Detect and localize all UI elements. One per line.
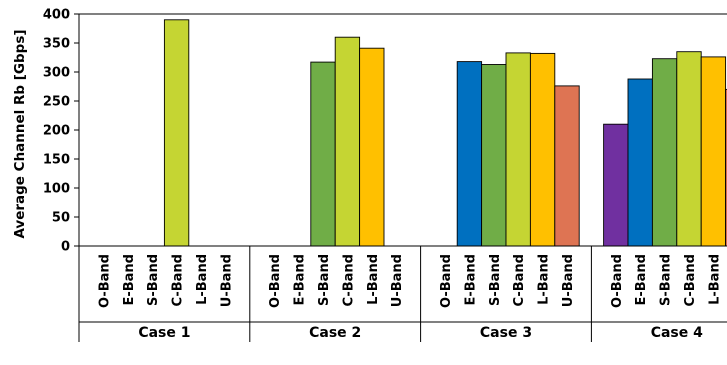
x-group-label: Case 3: [480, 325, 532, 341]
bar-case-4-u-band: [725, 88, 727, 247]
x-category-label: E-Band: [634, 254, 649, 306]
bar-case-2-c-band: [334, 36, 361, 247]
x-group-label: Case 2: [309, 325, 361, 341]
y-tick-label: 100: [43, 182, 70, 197]
x-category-label: S-Band: [659, 254, 674, 306]
y-tick-label: 200: [43, 124, 70, 139]
x-category-label: U-Band: [561, 254, 576, 307]
x-category-label: L-Band: [537, 254, 552, 305]
x-category-label: O-Band: [610, 254, 625, 308]
bar-case-3-c-band: [505, 52, 531, 247]
bar-case-2-s-band: [310, 61, 336, 247]
bar-case-2-l-band: [359, 47, 385, 247]
y-tick-label: 400: [43, 8, 70, 23]
y-tick-label: 0: [61, 240, 70, 255]
y-tick-label: 50: [52, 211, 70, 226]
y-tick-label: 150: [43, 153, 70, 168]
bar-case-3-u-band: [554, 85, 580, 247]
bar-case-3-l-band: [529, 52, 556, 247]
bar-case-4-s-band: [651, 58, 678, 247]
x-category-label: C-Band: [171, 254, 186, 306]
bar-case-3-s-band: [481, 64, 507, 247]
x-category-label: O-Band: [268, 254, 283, 308]
x-category-label: E-Band: [122, 254, 137, 306]
x-category-label: C-Band: [683, 254, 698, 306]
bar-case-4-l-band: [700, 56, 727, 247]
x-category-label: C-Band: [341, 254, 356, 306]
bar-case-3-e-band: [456, 61, 483, 247]
x-category-label: E-Band: [463, 254, 478, 306]
x-category-label: L-Band: [366, 254, 381, 305]
x-category-label: S-Band: [317, 254, 332, 306]
x-category-label: O-Band: [439, 254, 454, 308]
x-category-label: S-Band: [146, 254, 161, 306]
bar-case-4-e-band: [627, 78, 653, 247]
x-category-label: C-Band: [512, 254, 527, 306]
x-category-label: L-Band: [195, 254, 210, 305]
x-group-label: Case 4: [651, 325, 703, 341]
y-tick-label: 300: [43, 66, 70, 81]
bar-case-4-c-band: [676, 51, 702, 247]
x-category-label: S-Band: [488, 254, 503, 306]
x-group-label: Case 1: [138, 325, 190, 341]
x-category-label: E-Band: [293, 254, 308, 306]
tick-labels: 0 50 100 150 200 250 300 350 400 O-Band E-Band S-Ba…: [43, 8, 723, 342]
x-category-label: U-Band: [390, 254, 405, 307]
y-tick-label: 350: [43, 37, 70, 52]
bars: [163, 19, 727, 247]
x-category-label: L-Band: [707, 254, 722, 305]
bar-case-4-o-band: [603, 123, 629, 247]
x-category-label: O-Band: [97, 254, 112, 308]
x-category-label: U-Band: [219, 254, 234, 307]
bar-case-1-c-band: [163, 19, 190, 247]
y-axis-label: Average Channel Rb [Gbps]: [12, 29, 28, 238]
axes: [74, 13, 727, 342]
y-tick-label: 250: [43, 95, 70, 110]
